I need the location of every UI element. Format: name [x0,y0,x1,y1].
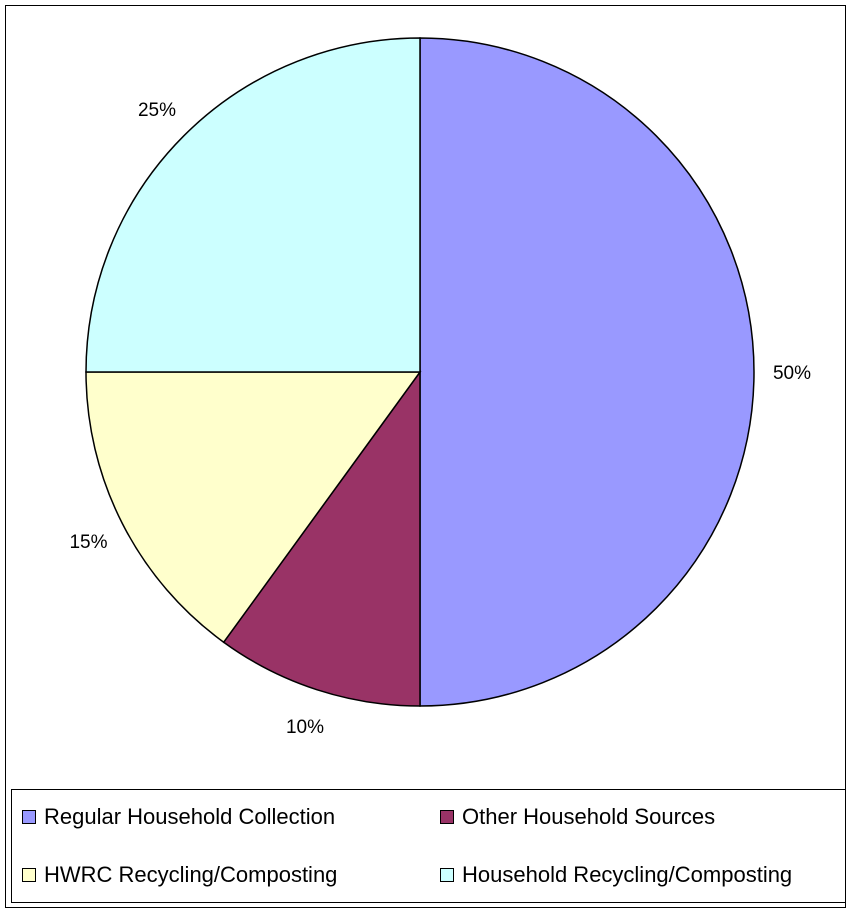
pie-label-household-recycling-composting: 25% [138,100,176,121]
legend-item-other-household-sources: Other Household Sources [440,804,715,830]
pie-slice-household-recycling-composting [85,37,421,373]
legend-swatch [22,868,36,882]
legend-item-household-recycling-composting: Household Recycling/Composting [440,862,792,888]
legend-swatch [440,868,454,882]
legend-item-regular-household-collection: Regular Household Collection [22,804,335,830]
legend-label: Household Recycling/Composting [462,862,793,887]
legend-label: Regular Household Collection [44,804,336,829]
pie-label-regular-household-collection: 50% [773,363,811,384]
legend-label: HWRC Recycling/Composting [44,862,338,887]
legend-label: Other Household Sources [462,804,716,829]
pie-label-other-household-sources: 10% [286,717,324,738]
legend-item-hwrc-recycling-composting: HWRC Recycling/Composting [22,862,337,888]
legend-swatch [440,810,454,824]
pie-label-hwrc-recycling-composting: 15% [69,532,107,553]
pie-slice-regular-household-collection [419,37,755,707]
pie-slices [85,37,755,707]
pie-labels: 50% 10% 15% 25% [69,100,811,738]
legend: Regular Household Collection Other House… [11,789,846,903]
legend-swatch [22,810,36,824]
pie-slice-hwrc-recycling-composting [85,371,422,644]
pie-chart: 50% 10% 15% 25% [69,37,811,738]
pie-slice-other-household-sources [222,369,421,707]
